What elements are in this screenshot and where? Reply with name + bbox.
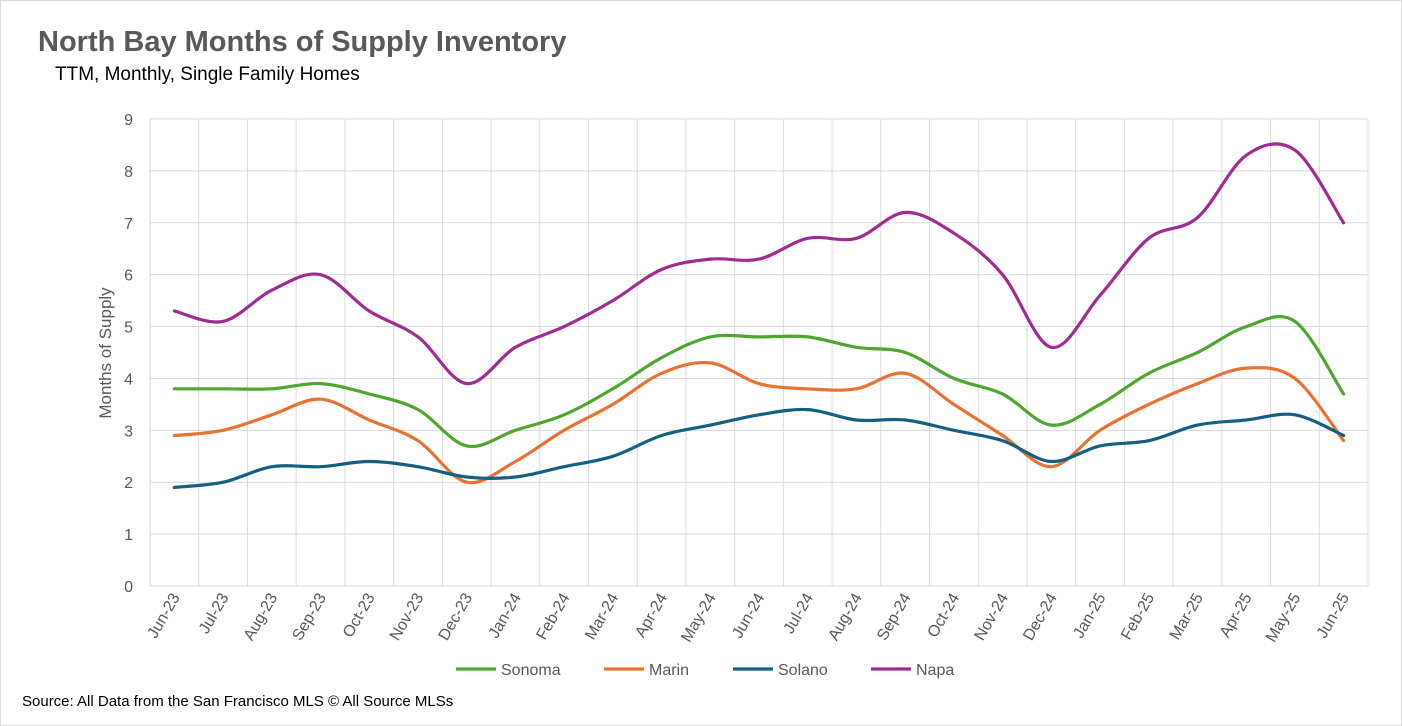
source-note: Source: All Data from the San Francisco … — [22, 693, 454, 710]
legend-label-marin: Marin — [649, 662, 689, 679]
x-tick-label: Mar-24 — [582, 590, 622, 642]
y-axis-label: Months of Supply — [96, 287, 115, 419]
series-lines — [172, 142, 1346, 490]
x-tick-label: Nov-24 — [972, 590, 1013, 643]
x-tick-label: Oct-24 — [925, 590, 964, 640]
y-tick-label: 1 — [124, 527, 133, 544]
y-tick-label: 9 — [124, 112, 133, 129]
y-axis-ticks: 0 1 2 3 4 5 6 7 8 9 — [124, 112, 133, 596]
y-tick-label: 8 — [124, 164, 133, 181]
x-tick-label: Aug-23 — [241, 590, 282, 643]
x-axis-ticks: Jun-23 Jul-23 Aug-23 Sep-23 Oct-23 Nov-23 Dec-… — [145, 590, 1354, 645]
x-tick-label: Oct-23 — [340, 590, 379, 640]
legend: Sonoma Marin Solano Napa — [456, 662, 954, 679]
legend-label-sonoma: Sonoma — [501, 662, 561, 679]
x-tick-label: Jun-23 — [145, 590, 184, 641]
x-tick-label: Dec-24 — [1020, 590, 1061, 643]
x-tick-label: Jan-25 — [1070, 590, 1109, 641]
series-line-sonoma — [172, 315, 1346, 449]
x-tick-label: Jun-24 — [729, 590, 768, 641]
x-tick-label: Aug-24 — [825, 590, 866, 643]
x-tick-label: Dec-23 — [436, 590, 477, 643]
x-tick-label: May-25 — [1263, 590, 1304, 645]
legend-label-napa: Napa — [916, 662, 954, 679]
gridlines — [149, 118, 1369, 587]
series-line-marin — [172, 360, 1346, 485]
x-tick-label: Feb-24 — [534, 590, 574, 642]
x-tick-label: Jul-23 — [196, 590, 233, 636]
x-tick-label: Sep-23 — [289, 590, 330, 643]
series-line-solano — [172, 407, 1346, 490]
y-tick-label: 4 — [124, 371, 133, 388]
y-tick-label: 5 — [124, 320, 133, 337]
x-tick-label: Sep-24 — [874, 590, 915, 643]
y-tick-label: 3 — [124, 423, 133, 440]
x-tick-label: Apr-24 — [632, 590, 671, 640]
y-tick-label: 7 — [124, 216, 133, 233]
series-line-napa — [172, 142, 1346, 386]
x-tick-label: May-24 — [678, 590, 719, 645]
legend-label-solano: Solano — [778, 662, 828, 679]
x-tick-label: Jun-25 — [1314, 590, 1353, 641]
x-tick-label: Mar-25 — [1167, 590, 1207, 642]
y-tick-label: 6 — [124, 268, 133, 285]
y-tick-label: 0 — [124, 579, 133, 596]
x-tick-label: Feb-25 — [1118, 590, 1158, 642]
chart-subtitle: TTM, Monthly, Single Family Homes — [55, 64, 360, 85]
x-tick-label: Jan-24 — [486, 590, 525, 641]
y-tick-label: 2 — [124, 475, 133, 492]
x-tick-label: Jul-24 — [781, 590, 818, 636]
x-tick-label: Apr-25 — [1217, 590, 1256, 640]
x-tick-label: Nov-23 — [387, 590, 428, 643]
chart-title: North Bay Months of Supply Inventory — [38, 26, 567, 58]
